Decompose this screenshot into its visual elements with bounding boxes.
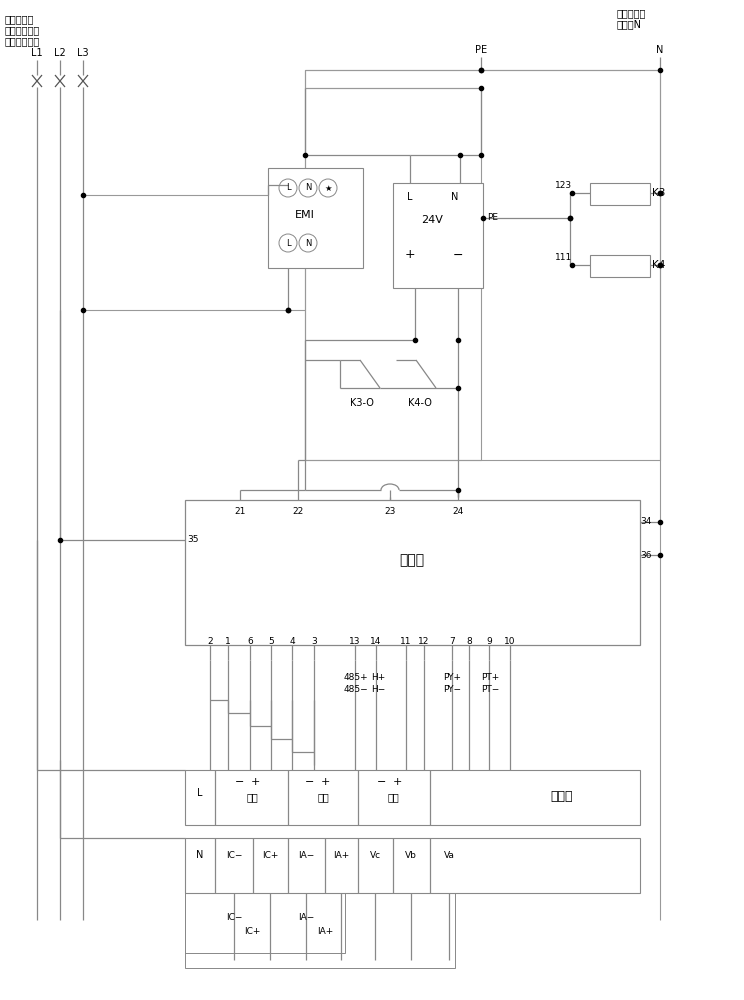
Text: +: +	[321, 777, 330, 787]
Text: H−: H−	[371, 686, 385, 694]
Text: 电压: 电压	[387, 792, 399, 802]
Text: Vc: Vc	[370, 850, 381, 859]
Text: ★: ★	[324, 184, 332, 192]
Text: 7: 7	[449, 638, 455, 647]
Text: IC+: IC+	[244, 928, 260, 936]
Bar	[185, 893, 345, 953]
Text: IA−: IA−	[298, 912, 314, 922]
Text: 后接入三相电: 后接入三相电	[5, 36, 40, 46]
Text: 22: 22	[292, 508, 304, 516]
Text: N: N	[196, 850, 204, 860]
Bar	[185, 893, 455, 968]
Text: Va: Va	[443, 850, 455, 859]
Text: 6: 6	[247, 638, 253, 647]
Text: 13: 13	[349, 638, 361, 647]
Text: Vb: Vb	[405, 850, 417, 859]
Text: 1: 1	[225, 638, 231, 647]
Text: EMI: EMI	[295, 210, 315, 220]
Text: +: +	[250, 777, 260, 787]
Text: IA+: IA+	[333, 850, 349, 859]
Text: 有功: 有功	[246, 792, 258, 802]
Text: PY−: PY−	[443, 686, 461, 694]
Bar	[590, 183, 650, 205]
Text: IA−: IA−	[298, 850, 314, 859]
Bar	[268, 168, 363, 268]
Text: 111: 111	[555, 253, 572, 262]
Text: 电流: 电流	[317, 792, 329, 802]
Circle shape	[299, 234, 317, 252]
Text: 10: 10	[504, 638, 516, 647]
Text: K3: K3	[652, 188, 665, 198]
Text: N: N	[656, 45, 664, 55]
Text: N: N	[452, 192, 459, 202]
Circle shape	[299, 179, 317, 197]
Text: H+: H+	[371, 672, 385, 682]
Text: 36: 36	[640, 550, 652, 560]
Text: IC−: IC−	[226, 850, 243, 859]
Text: +: +	[392, 777, 402, 787]
Circle shape	[279, 234, 297, 252]
Text: IC+: IC+	[262, 850, 278, 859]
Circle shape	[279, 179, 297, 197]
Text: +: +	[405, 248, 415, 261]
Text: IC−: IC−	[226, 912, 243, 922]
Text: 变频柜中穿: 变频柜中穿	[5, 14, 34, 24]
Bar	[185, 500, 640, 645]
Text: 单片机: 单片机	[400, 553, 425, 567]
Text: 34: 34	[640, 518, 652, 526]
Text: 过互感器线圈: 过互感器线圈	[5, 25, 40, 35]
Text: N: N	[305, 184, 311, 192]
Text: L: L	[407, 192, 413, 202]
Text: 5: 5	[268, 638, 274, 647]
Text: 21: 21	[234, 508, 246, 516]
Text: L: L	[197, 788, 203, 798]
Bar	[185, 770, 640, 825]
Text: PT+: PT+	[481, 672, 499, 682]
Text: 485−: 485−	[344, 686, 368, 694]
Text: K4-O: K4-O	[408, 398, 432, 408]
Text: L3: L3	[77, 48, 89, 58]
Text: 24: 24	[452, 508, 464, 516]
Text: −: −	[453, 248, 464, 261]
Text: 485+: 485+	[344, 672, 368, 682]
Bar	[305, 70, 660, 460]
Text: 14: 14	[371, 638, 382, 647]
Text: 12: 12	[418, 638, 430, 647]
Text: PE: PE	[487, 214, 498, 223]
Text: 3: 3	[311, 638, 317, 647]
Text: L1: L1	[31, 48, 43, 58]
Text: −: −	[235, 777, 245, 787]
Text: L2: L2	[54, 48, 66, 58]
Text: −: −	[305, 777, 315, 787]
Text: 9: 9	[486, 638, 492, 647]
Text: 入地线N: 入地线N	[617, 19, 642, 29]
Text: 8: 8	[466, 638, 472, 647]
Text: 123: 123	[555, 180, 572, 190]
Text: L: L	[286, 184, 290, 192]
Text: K4: K4	[652, 260, 665, 270]
Text: K3-O: K3-O	[350, 398, 374, 408]
Text: −: −	[377, 777, 387, 787]
Text: 变送器: 变送器	[550, 790, 572, 804]
Text: PY+: PY+	[443, 672, 461, 682]
Text: 23: 23	[385, 508, 396, 516]
Text: N: N	[305, 238, 311, 247]
Circle shape	[319, 179, 337, 197]
Bar	[393, 183, 483, 288]
Text: PE: PE	[475, 45, 487, 55]
Text: 变频柜中引: 变频柜中引	[617, 8, 647, 18]
Text: 11: 11	[400, 638, 411, 647]
Text: L: L	[286, 238, 290, 247]
Text: IA+: IA+	[317, 928, 333, 936]
Text: 24V: 24V	[421, 215, 443, 225]
Text: 4: 4	[289, 638, 295, 647]
Bar	[590, 255, 650, 277]
Bar	[185, 838, 640, 893]
Text: PT−: PT−	[481, 686, 499, 694]
Text: 35: 35	[187, 536, 199, 544]
Text: 2: 2	[207, 638, 213, 647]
Bar	[305, 88, 481, 460]
